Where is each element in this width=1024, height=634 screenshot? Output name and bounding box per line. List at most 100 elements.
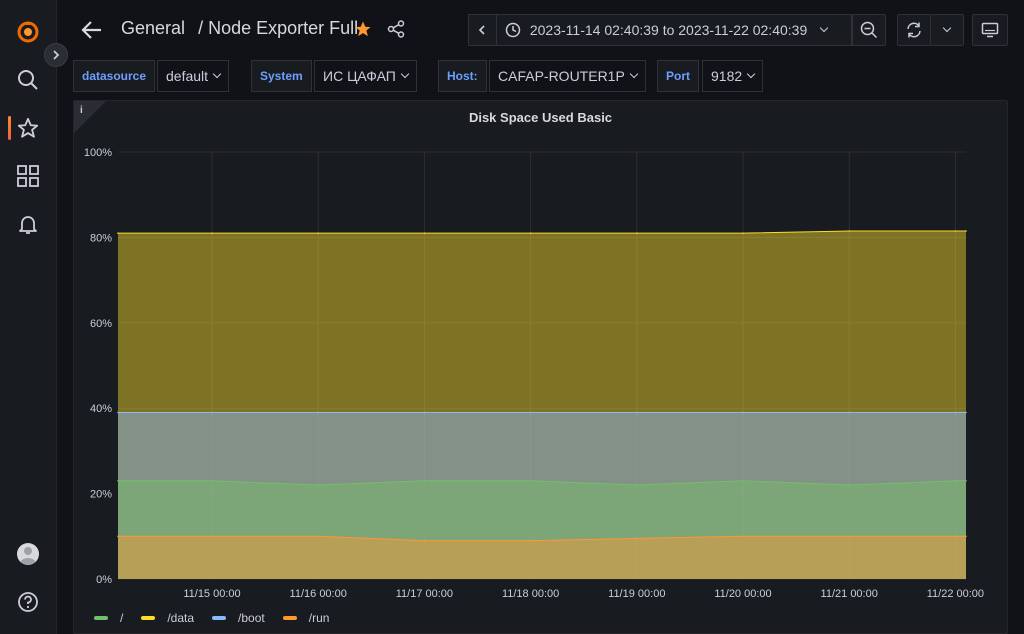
area-series-slashdata: [118, 230, 966, 579]
grafana-logo-icon[interactable]: [14, 18, 42, 46]
time-shift-back-button[interactable]: [469, 15, 497, 45]
area-series-slashboot: [118, 412, 966, 579]
help-icon[interactable]: [14, 588, 42, 616]
clock-icon: [505, 22, 521, 38]
chart-legend: / /data/boot/run: [94, 611, 347, 625]
folder-name[interactable]: General: [121, 18, 186, 38]
legend-label: /data: [167, 611, 195, 625]
line-series-slashrun: [118, 535, 966, 542]
data-point: [848, 484, 850, 486]
share-button[interactable]: [387, 20, 405, 43]
variable-value: 9182: [711, 68, 743, 84]
page-title[interactable]: General / Node Exporter Full: [121, 18, 358, 39]
y-tick-label: 0%: [96, 574, 112, 586]
info-icon[interactable]: i: [80, 105, 83, 116]
data-point: [211, 232, 213, 234]
chevron-down-icon: [212, 69, 222, 79]
data-point: [742, 535, 744, 538]
y-tick-label: 40%: [90, 403, 112, 415]
star-filled-icon: [355, 21, 371, 37]
data-point: [211, 411, 213, 414]
arrow-left-icon: [81, 21, 101, 39]
line-series-slashdata: [118, 230, 966, 234]
area-series-slash: [118, 480, 966, 579]
chevron-down-icon: [400, 69, 410, 79]
variable-label-host: Host:: [438, 60, 487, 92]
dashboards-grid-icon[interactable]: [14, 162, 42, 190]
data-point: [848, 411, 850, 414]
data-point: [423, 411, 426, 414]
data-point: [742, 411, 744, 414]
time-range-picker: 2023-11-14 02:40:39 to 2023-11-22 02:40:…: [468, 14, 880, 46]
side-menu: [0, 0, 57, 634]
avatar[interactable]: [17, 543, 39, 565]
data-point: [117, 535, 119, 538]
chevron-down-icon: [746, 69, 756, 79]
variable-value: CAFAP-ROUTER1P: [498, 68, 625, 84]
panel-disk-space[interactable]: i Disk Space Used Basic 0% 20% 40% 60% 80% 10…: [73, 100, 1008, 634]
y-tick-label: 100%: [84, 147, 112, 159]
data-point: [636, 232, 638, 234]
back-button[interactable]: [79, 16, 105, 44]
data-point: [636, 537, 638, 540]
panel-info-corner[interactable]: [74, 101, 106, 133]
data-point: [529, 539, 532, 542]
legend-swatch: [212, 616, 227, 620]
chevron-left-icon: [479, 25, 485, 35]
chevron-down-icon: [819, 23, 829, 33]
legend-swatch: [282, 616, 297, 620]
zoom-out-icon: [860, 21, 878, 39]
active-indicator: [8, 116, 11, 140]
chevron-down-icon: [629, 69, 639, 79]
bell-icon[interactable]: [14, 210, 42, 238]
time-range-label: 2023-11-14 02:40:39 to 2023-11-22 02:40:…: [529, 22, 808, 38]
panel-title[interactable]: Disk Space Used Basic: [468, 110, 613, 125]
variable-value: default: [166, 68, 209, 84]
search-icon[interactable]: [14, 66, 42, 94]
time-range-button[interactable]: 2023-11-14 02:40:39 to 2023-11-22 02:40:…: [497, 15, 851, 45]
data-point: [965, 230, 967, 232]
page-toolbar: General / Node Exporter Full 2023-11-14 …: [57, 0, 1024, 60]
legend-label: /boot: [238, 611, 265, 625]
variable-select-datasource[interactable]: default: [157, 60, 230, 92]
tv-mode-button[interactable]: [972, 14, 1008, 46]
legend-item[interactable]: /boot: [212, 611, 265, 625]
zoom-out-button[interactable]: [852, 14, 886, 46]
data-point: [636, 484, 638, 486]
data-point: [954, 230, 957, 232]
variable-label-system: System: [251, 60, 312, 92]
expand-menu-button[interactable]: [44, 43, 68, 67]
legend-label: /run: [308, 611, 330, 625]
variable-select-port[interactable]: 9182: [702, 60, 764, 92]
data-point: [211, 535, 213, 538]
data-point: [423, 479, 426, 482]
data-point: [423, 232, 426, 234]
x-tick-label: 11/15 00:00: [183, 588, 240, 600]
data-point: [317, 484, 319, 486]
share-icon: [387, 20, 405, 38]
legend-item[interactable]: /data: [141, 611, 194, 625]
refresh-interval-button[interactable]: [930, 14, 964, 46]
disk-space-chart[interactable]: 0% 20% 40% 60% 80% 100% 11/15 00:00 11/16 00:00…: [74, 101, 1009, 601]
legend-item[interactable]: /: [94, 611, 123, 625]
chevron-right-icon: [53, 50, 60, 60]
x-tick-label: 11/20 00:00: [714, 588, 771, 600]
refresh-button[interactable]: [897, 14, 931, 46]
data-point: [117, 232, 119, 234]
legend-item[interactable]: /run: [282, 611, 330, 625]
star-icon[interactable]: [14, 114, 42, 142]
x-tick-label: 11/16 00:00: [290, 588, 347, 600]
data-point: [117, 411, 119, 414]
line-series-slash: [118, 480, 966, 486]
dashboard-name[interactable]: Node Exporter Full: [208, 18, 359, 38]
mark-favorite-button[interactable]: [354, 20, 372, 43]
legend-swatch: [94, 616, 108, 620]
variable-select-system[interactable]: ИС ЦАФАП: [314, 60, 417, 92]
legend-swatch: [141, 616, 156, 620]
y-tick-label: 60%: [90, 318, 112, 330]
data-point: [317, 411, 319, 414]
x-tick-label: 11/18 00:00: [502, 588, 559, 600]
data-point: [529, 232, 532, 234]
area-series-slashrun: [118, 536, 966, 579]
variable-select-host[interactable]: CAFAP-ROUTER1P: [489, 60, 646, 92]
